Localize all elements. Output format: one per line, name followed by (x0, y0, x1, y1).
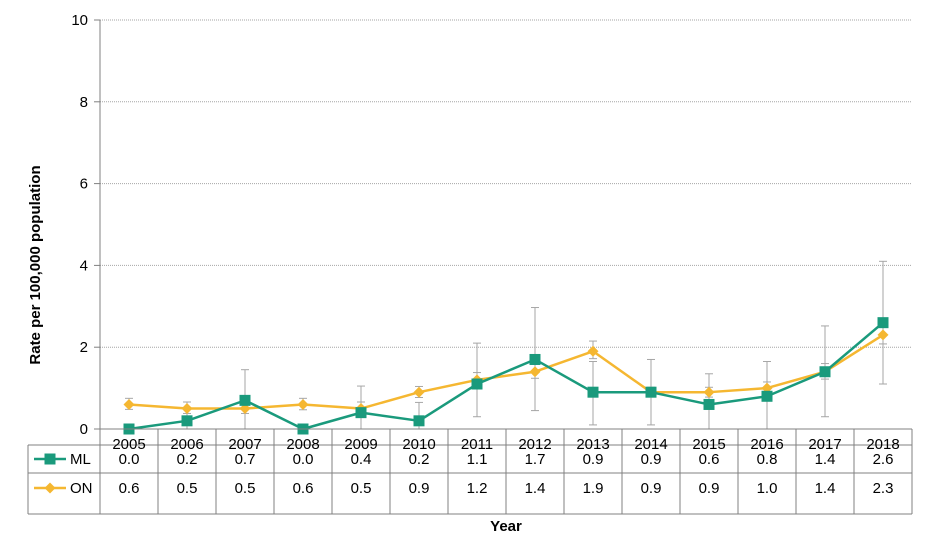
point-on-2018 (877, 329, 889, 341)
table-cell-ml-2018: 2.6 (873, 451, 894, 468)
x-tick-label-2016: 2016 (750, 436, 783, 453)
point-ml-2018 (877, 317, 889, 329)
table-cell-on-2008: 0.6 (293, 480, 314, 497)
point-ml-2014 (645, 386, 657, 398)
table-cell-ml-2012: 1.7 (525, 451, 546, 468)
point-on-2012 (529, 366, 541, 378)
x-tick-label-2012: 2012 (518, 436, 551, 453)
y-tick-label-8: 8 (80, 94, 88, 111)
x-tick-label-2011: 2011 (461, 436, 493, 453)
table-cell-on-2016: 1.0 (757, 480, 778, 497)
table-cell-on-2007: 0.5 (235, 480, 256, 497)
point-ml-2007 (239, 394, 251, 406)
x-tick-label-2005: 2005 (112, 436, 145, 453)
table-cell-on-2010: 0.9 (409, 480, 430, 497)
y-tick-label-6: 6 (80, 176, 88, 193)
y-axis-title: Rate per 100,000 population (27, 165, 44, 364)
x-tick-label-2015: 2015 (692, 436, 725, 453)
point-ml-2016 (761, 390, 773, 402)
table-cell-ml-2013: 0.9 (583, 451, 604, 468)
point-ml-2006 (181, 415, 193, 427)
legend-label-ml: ML (70, 451, 91, 468)
x-tick-label-2009: 2009 (344, 436, 377, 453)
legend-marker-ml (44, 453, 56, 465)
table-cell-ml-2005: 0.0 (119, 451, 140, 468)
table-cell-on-2012: 1.4 (525, 480, 546, 497)
table-cell-on-2018: 2.3 (873, 480, 894, 497)
series-lines (123, 317, 889, 435)
y-tick-label-10: 10 (71, 12, 88, 29)
y-tick-label-2: 2 (80, 339, 88, 356)
point-ml-2013 (587, 386, 599, 398)
point-ml-2011 (471, 378, 483, 390)
point-on-2006 (181, 403, 193, 415)
point-ml-2009 (355, 407, 367, 419)
table-cell-ml-2016: 0.8 (757, 451, 778, 468)
table-cell-ml-2017: 1.4 (815, 451, 836, 468)
table-cell-on-2014: 0.9 (641, 480, 662, 497)
point-on-2005 (123, 398, 135, 410)
point-ml-2010 (413, 415, 425, 427)
table-cell-ml-2008: 0.0 (293, 451, 314, 468)
table-cell-on-2011: 1.2 (467, 480, 488, 497)
y-tick-label-4: 4 (80, 257, 88, 274)
x-tick-label-2008: 2008 (286, 436, 319, 453)
series-line-on (128, 333, 884, 410)
series-ml (123, 317, 889, 435)
point-on-2010 (413, 386, 425, 398)
table-cell-on-2005: 0.6 (119, 480, 140, 497)
table-cell-ml-2006: 0.2 (177, 451, 198, 468)
x-tick-label-2010: 2010 (402, 436, 435, 453)
point-on-2008 (297, 398, 309, 410)
legend-marker-on (44, 482, 56, 494)
x-tick-label-2007: 2007 (228, 436, 261, 453)
table-cell-ml-2011: 1.1 (467, 451, 488, 468)
table-cell-on-2009: 0.5 (351, 480, 372, 497)
x-tick-label-2018: 2018 (866, 436, 899, 453)
table-cell-on-2013: 1.9 (583, 480, 604, 497)
x-tick-label-2017: 2017 (808, 436, 841, 453)
x-tick-label-2013: 2013 (576, 436, 609, 453)
point-on-2013 (587, 345, 599, 357)
x-tick-label-2014: 2014 (634, 436, 667, 453)
data-table: 2005 2006 2007 2008 2009 2010 2011 2012 2013 2014… (27, 428, 913, 515)
table-cell-ml-2010: 0.2 (409, 451, 430, 468)
gridlines (100, 19, 912, 348)
table-cell-ml-2009: 0.4 (351, 451, 372, 468)
table-cell-ml-2015: 0.6 (699, 451, 720, 468)
table-cell-ml-2007: 0.7 (235, 451, 256, 468)
y-tick-label-0: 0 (80, 421, 88, 438)
legend-label-on: ON (70, 480, 93, 497)
point-ml-2017 (819, 366, 831, 378)
error-bars (125, 260, 887, 430)
y-axis: 0 2 4 6 8 10 (71, 12, 101, 438)
table-cell-ml-2014: 0.9 (641, 451, 662, 468)
table-cell-on-2015: 0.9 (699, 480, 720, 497)
point-on-2015 (703, 386, 715, 398)
point-ml-2012 (529, 353, 541, 365)
series-line-ml (128, 321, 884, 431)
table-cell-on-2017: 1.4 (815, 480, 836, 497)
point-ml-2015 (703, 398, 715, 410)
x-axis-title: Year (490, 518, 522, 535)
x-tick-label-2006: 2006 (170, 436, 203, 453)
table-cell-on-2006: 0.5 (177, 480, 198, 497)
